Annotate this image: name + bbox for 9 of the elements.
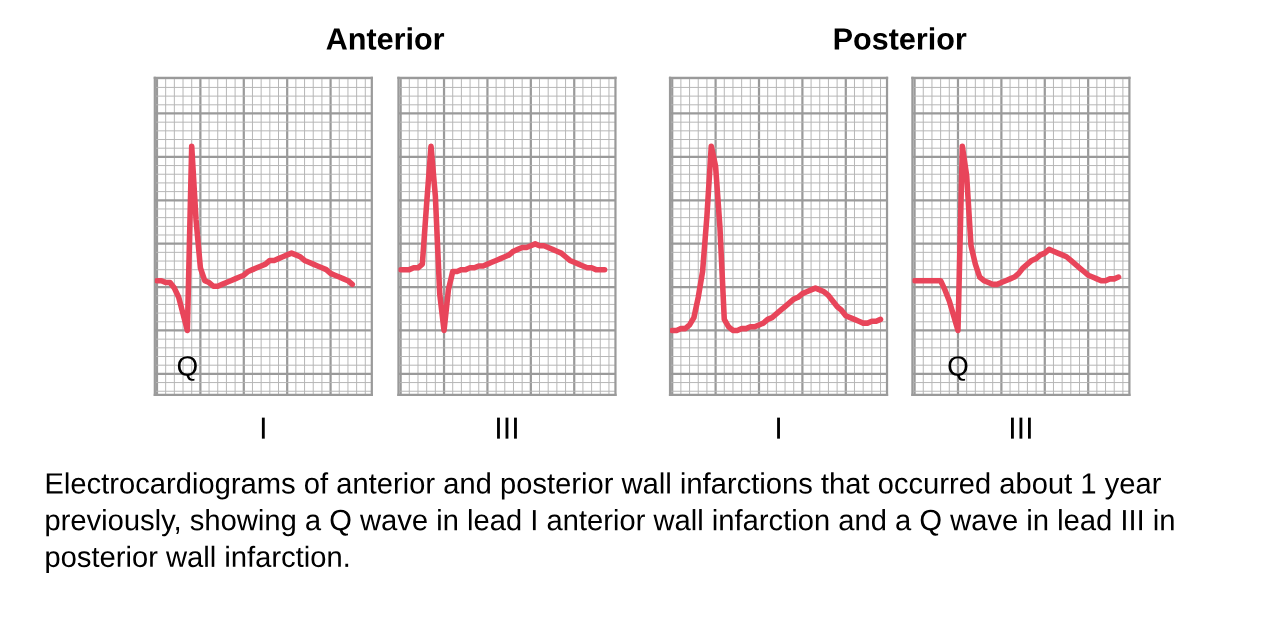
x-axis-title: III xyxy=(497,417,517,439)
chart-title: Anterior xyxy=(326,27,445,50)
x-axis-title: I xyxy=(777,417,780,439)
x-axis-title: III xyxy=(1011,417,1031,439)
chart-title: Posterior xyxy=(834,27,967,50)
annotation: Q xyxy=(177,356,197,381)
text: Electrocardiograms of anterior and posterior wall infarctions that occurred about 1 year previously, showing a Q wave in lead I anterior wall infarction and a Q wave in lead III in posterior wall infarction. xyxy=(46,472,1174,573)
x-axis-title: I xyxy=(261,417,265,439)
annotation: Q xyxy=(948,356,968,381)
